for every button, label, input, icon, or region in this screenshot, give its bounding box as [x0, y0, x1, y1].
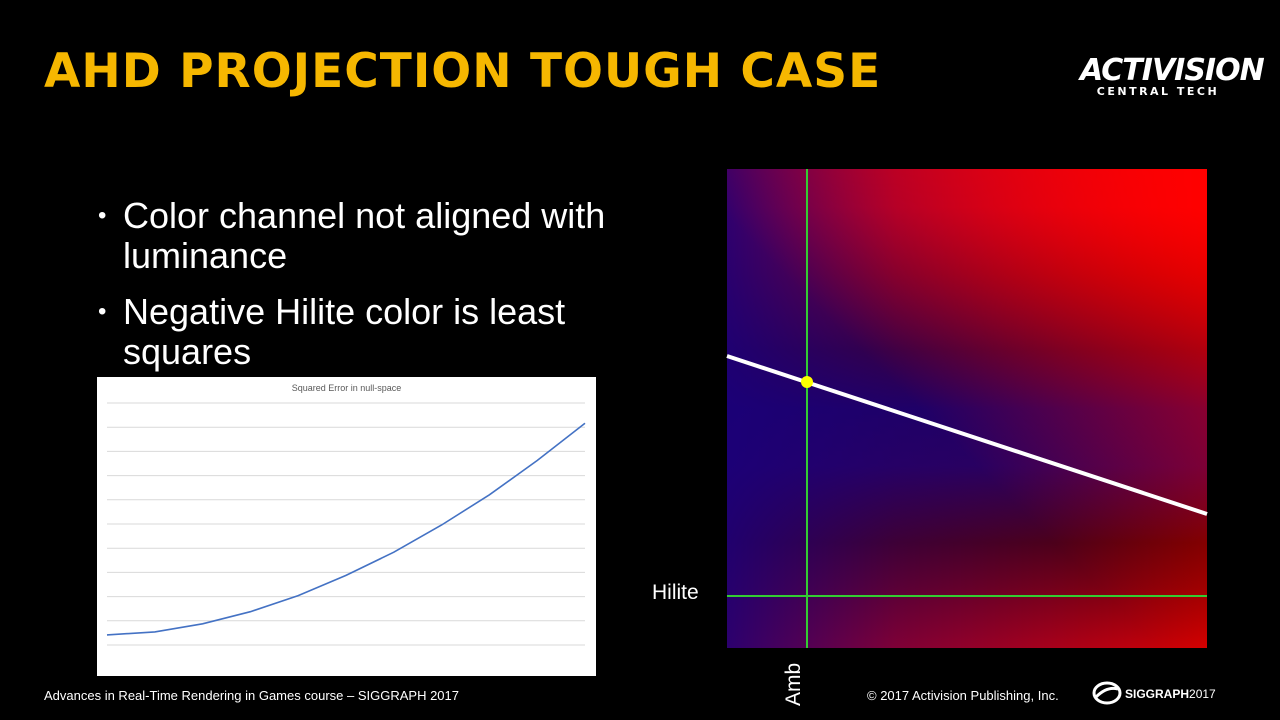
squared-error-chart: Squared Error in null-space: [97, 377, 596, 676]
hilite-axis-label: Hilite: [652, 581, 699, 604]
slide-title: AHD PROJECTION TOUGH CASE: [44, 44, 882, 99]
bullet-dot-icon: •: [98, 298, 107, 325]
bullet-text: Color channel not aligned with luminance: [123, 195, 606, 276]
chart-title: Squared Error in null-space: [291, 383, 402, 393]
siggraph-wordmark: SIGGRAPH2017: [1125, 687, 1216, 701]
footer-course-text: Advances in Real-Time Rendering in Games…: [44, 688, 459, 703]
siggraph-name: SIGGRAPH: [1125, 687, 1190, 701]
amb-axis-label: Amb: [782, 662, 805, 706]
siggraph-mark-icon: [1092, 681, 1122, 705]
solution-point: [801, 376, 813, 388]
logo-sub-text: CENTRAL TECH: [1096, 85, 1220, 98]
error-series-line: [106, 422, 586, 636]
bullet-item: • Color channel not aligned with luminan…: [96, 196, 636, 276]
bullet-list: • Color channel not aligned with luminan…: [96, 196, 636, 388]
bullet-item: • Negative Hilite color is least squares: [96, 292, 636, 372]
bullet-text: Negative Hilite color is least squares: [123, 291, 566, 372]
chart-plot: [106, 402, 586, 646]
heatmap-hot-overlay: [727, 169, 1207, 648]
siggraph-year: 2017: [1189, 687, 1216, 701]
bullet-dot-icon: •: [98, 202, 107, 229]
footer-copyright-text: © 2017 Activision Publishing, Inc.: [867, 688, 1059, 703]
